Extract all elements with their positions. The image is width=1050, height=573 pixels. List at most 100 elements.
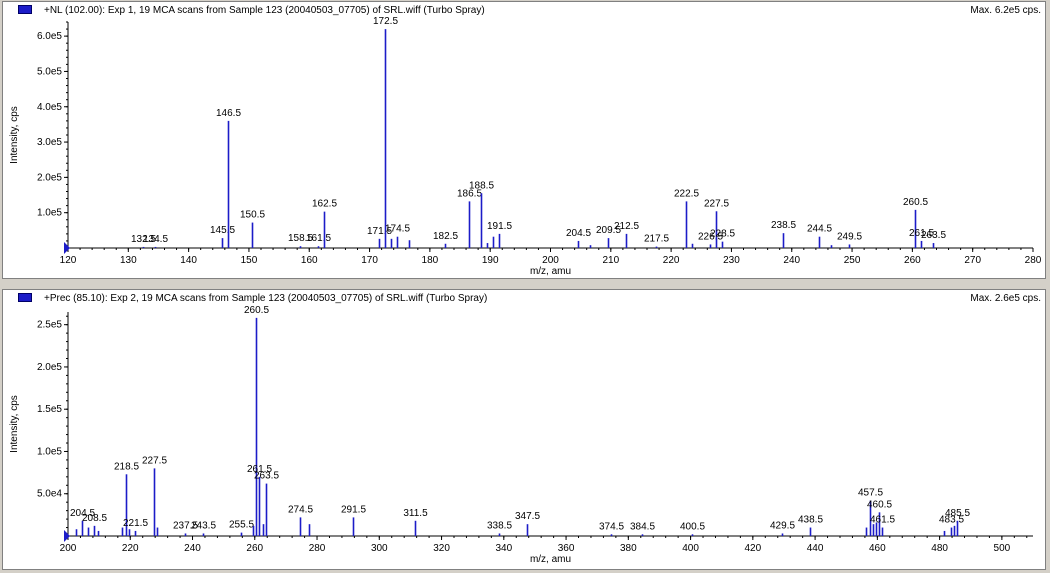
- x-tick-label: 270: [964, 255, 981, 266]
- peak-label: 134.5: [143, 234, 168, 245]
- peak-label: 244.5: [807, 224, 832, 235]
- x-tick-label: 230: [723, 255, 740, 266]
- spectrum-panel-prec: +Prec (85.10): Exp 2, 19 MCA scans from …: [2, 289, 1046, 570]
- y-axis-label: Intensity, cps: [9, 395, 20, 453]
- peak-label: 260.5: [903, 197, 928, 208]
- peak-label: 227.5: [142, 455, 167, 466]
- max-intensity-label: Max. 2.6e5 cps.: [970, 293, 1041, 304]
- max-intensity-label: Max. 6.2e5 cps.: [970, 5, 1041, 16]
- x-tick-label: 480: [931, 543, 948, 554]
- x-tick-label: 300: [371, 543, 388, 554]
- x-tick-label: 250: [844, 255, 861, 266]
- x-tick-label: 180: [422, 255, 439, 266]
- peak-label: 400.5: [680, 521, 705, 532]
- prec-spectrum-chart[interactable]: 200 220 240 260 280 300 320 340 360 380 400 420 440 4…: [3, 290, 1045, 569]
- x-tick-label: 200: [542, 255, 559, 266]
- peak-label: 145.5: [210, 225, 235, 236]
- baseline-marker: [64, 530, 70, 542]
- x-axis-label: m/z, amu: [530, 554, 571, 565]
- peak-label: 158.5: [288, 233, 313, 244]
- x-tick-label: 150: [241, 255, 258, 266]
- peak-label: 483.5: [939, 515, 964, 526]
- peak-label: 186.5: [457, 188, 482, 199]
- peak-label: 338.5: [487, 520, 512, 531]
- peak-label: 218.5: [114, 461, 139, 472]
- peak-label: 384.5: [630, 521, 655, 532]
- peak-label: 221.5: [123, 518, 148, 529]
- peak-label: 261.5: [909, 228, 934, 239]
- peak-label: 429.5: [770, 520, 795, 531]
- y-tick-label: 2.0e5: [37, 362, 62, 373]
- x-tick-label: 160: [301, 255, 318, 266]
- peak-label: 255.5: [229, 520, 254, 531]
- peak-label: 204.5: [566, 228, 591, 239]
- peak-label: 172.5: [373, 16, 398, 27]
- peak-label: 208.5: [82, 513, 107, 524]
- peak-label: 228.5: [710, 229, 735, 240]
- y-axis-label: Intensity, cps: [9, 106, 20, 164]
- x-tick-label: 130: [120, 255, 137, 266]
- x-tick-label: 190: [482, 255, 499, 266]
- peak-label: 182.5: [433, 231, 458, 242]
- panel-divider[interactable]: [0, 281, 1050, 287]
- x-tick-label: 260: [246, 543, 263, 554]
- x-tick-label: 380: [620, 543, 637, 554]
- peak-label: 188.5: [469, 180, 494, 191]
- peak-label: 212.5: [614, 221, 639, 232]
- y-tick-label: 5.0e5: [37, 66, 62, 77]
- x-tick-label: 220: [122, 543, 139, 554]
- peak-label: 238.5: [771, 220, 796, 231]
- peak-label: 191.5: [487, 221, 512, 232]
- peak-label: 347.5: [515, 511, 540, 522]
- peak-label: 438.5: [798, 515, 823, 526]
- x-tick-label: 440: [807, 543, 824, 554]
- baseline-marker: [64, 242, 70, 254]
- peak-label: 132.5: [131, 234, 156, 245]
- y-tick-label: 2.5e5: [37, 320, 62, 331]
- x-tick-label: 210: [602, 255, 619, 266]
- x-tick-label: 400: [682, 543, 699, 554]
- peak-label: 291.5: [341, 504, 366, 515]
- peak-label: 274.5: [288, 504, 313, 515]
- x-tick-label: 340: [495, 543, 512, 554]
- x-tick-label: 170: [361, 255, 378, 266]
- x-axis-label: m/z, amu: [530, 266, 571, 277]
- x-tick-label: 240: [184, 543, 201, 554]
- peak-label: 222.5: [674, 188, 699, 199]
- trace-color-icon[interactable]: [18, 5, 32, 14]
- x-tick-label: 220: [663, 255, 680, 266]
- peak-label: 146.5: [216, 108, 241, 119]
- peak-label: 162.5: [312, 199, 337, 210]
- peak-label: 150.5: [240, 210, 265, 221]
- x-tick-label: 280: [309, 543, 326, 554]
- y-tick-label: 1.0e5: [37, 208, 62, 219]
- peak-label: 174.5: [385, 224, 410, 235]
- peak-label: 209.5: [596, 225, 621, 236]
- y-tick-label: 6.0e5: [37, 31, 62, 42]
- peak-label: 457.5: [858, 487, 883, 498]
- nl-spectrum-chart[interactable]: 120 130 140 150 160 170 180 190 200 210 220 230 240 2…: [3, 2, 1045, 278]
- x-tick-label: 200: [60, 543, 77, 554]
- x-tick-label: 280: [1025, 255, 1042, 266]
- peak-label: 263.5: [921, 230, 946, 241]
- panel-title: +NL (102.00): Exp 1, 19 MCA scans from S…: [44, 5, 485, 16]
- peak-label: 204.5: [70, 508, 95, 519]
- x-tick-label: 320: [433, 543, 450, 554]
- peak-label: 260.5: [244, 305, 269, 316]
- peak-label: 226.5: [698, 231, 723, 242]
- peak-label: 263.5: [254, 471, 279, 482]
- peak-label: 227.5: [704, 198, 729, 209]
- trace-color-icon[interactable]: [18, 293, 32, 302]
- panel-title: +Prec (85.10): Exp 2, 19 MCA scans from …: [44, 293, 488, 304]
- peak-label: 249.5: [837, 231, 862, 242]
- spectrum-panel-nl: +NL (102.00): Exp 1, 19 MCA scans from S…: [2, 1, 1046, 279]
- peak-label: 311.5: [403, 508, 428, 519]
- x-tick-label: 420: [744, 543, 761, 554]
- x-tick-label: 240: [783, 255, 800, 266]
- x-tick-label: 260: [904, 255, 921, 266]
- y-tick-label: 5.0e4: [37, 489, 62, 500]
- peak-label: 161.5: [306, 233, 331, 244]
- x-tick-label: 360: [558, 543, 575, 554]
- y-tick-label: 3.0e5: [37, 137, 62, 148]
- y-tick-label: 1.0e5: [37, 446, 62, 457]
